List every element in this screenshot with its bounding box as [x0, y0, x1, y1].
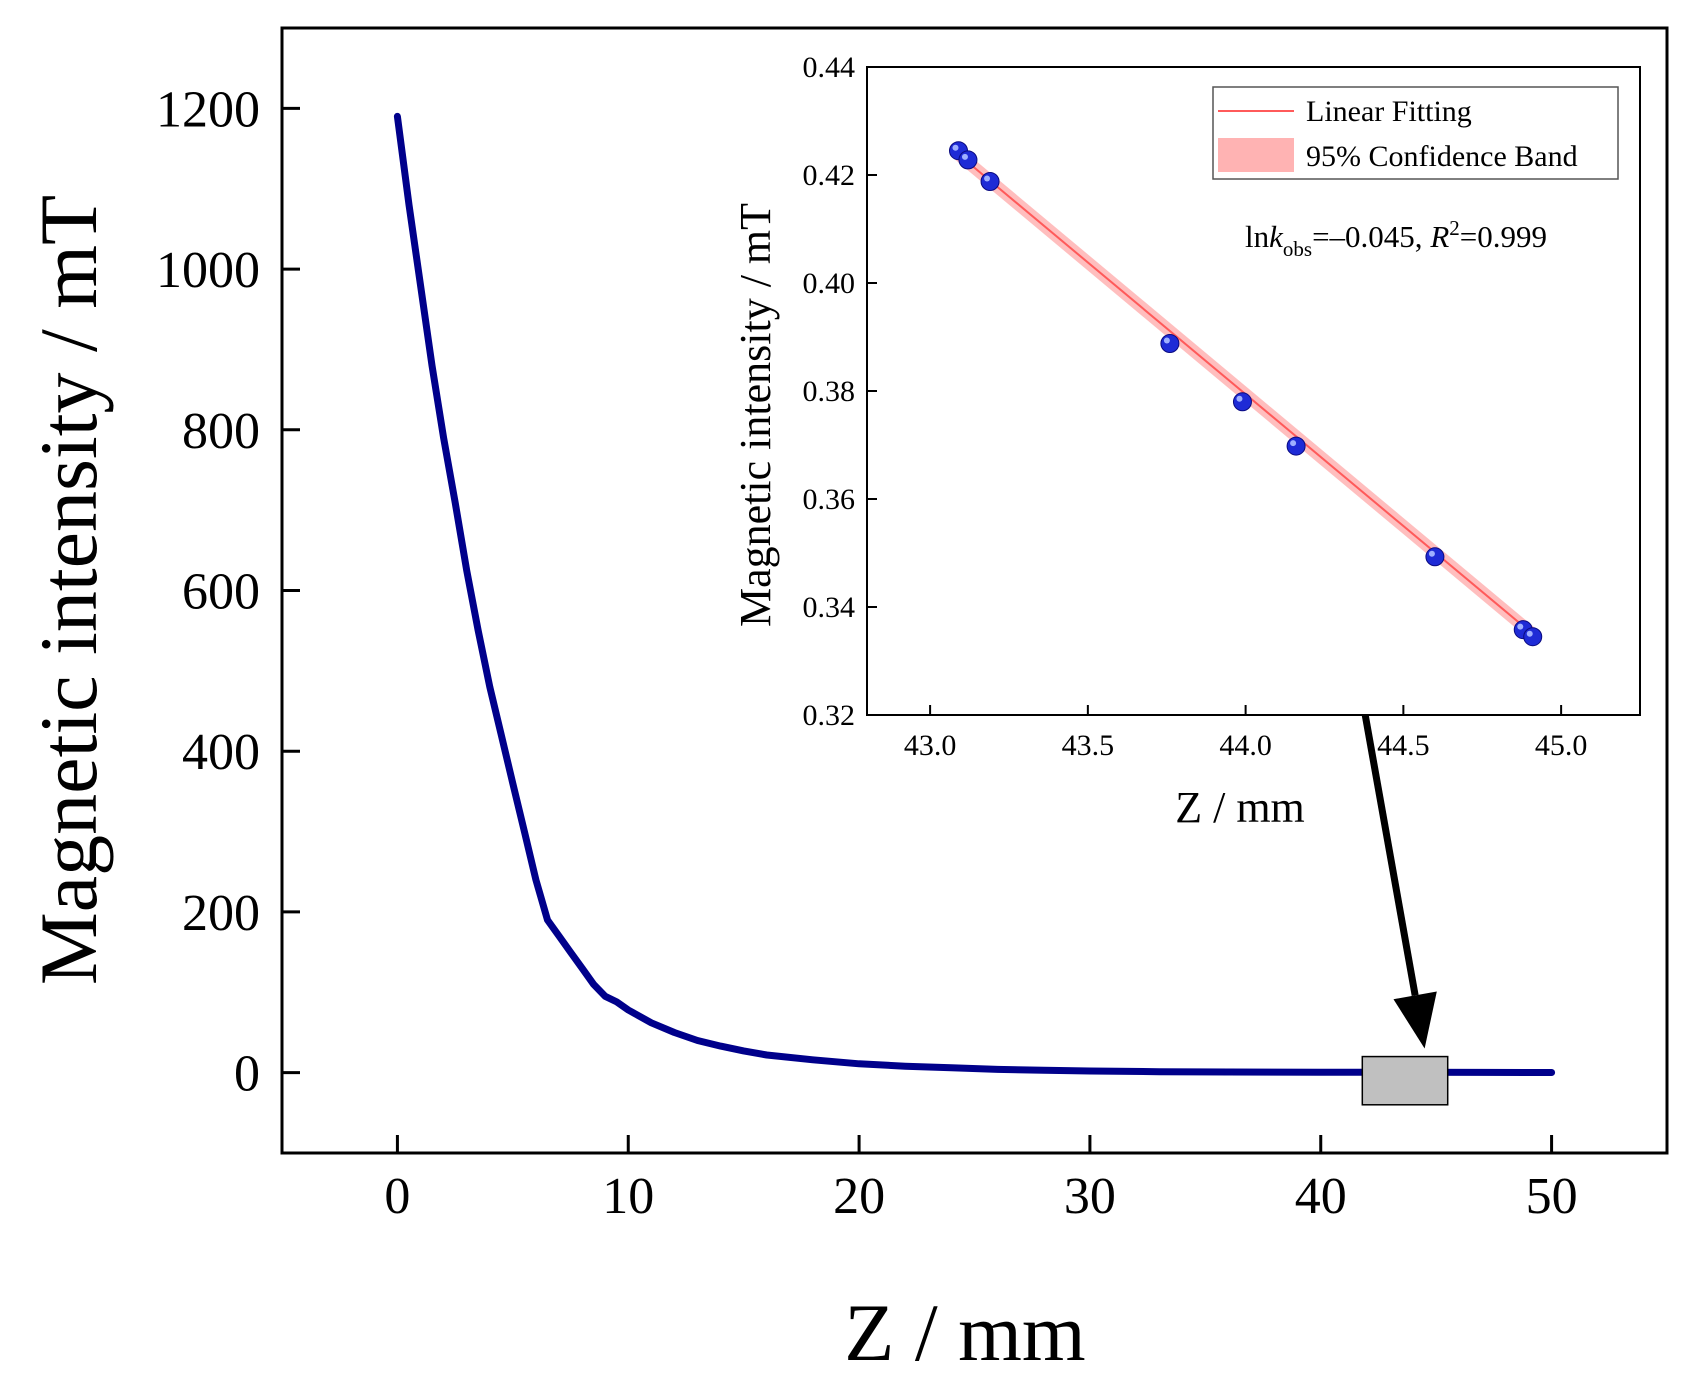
- main-series-layer: [393, 112, 1556, 1076]
- inset-y-axis-label: Magnetic intensity / mT: [731, 203, 780, 627]
- main-y-axis-label: Magnetic intensity / mT: [23, 195, 114, 985]
- main-chart: 0 10 20 30 40 50 0 200 400 600 800 1000 1200 Z / mm…: [23, 26, 1669, 1378]
- legend-band-swatch: [1218, 138, 1294, 172]
- annotation-r-exponent: 2: [1449, 216, 1460, 240]
- main-x-tick-label: 0: [384, 1168, 410, 1225]
- annotation-ln: ln: [1245, 219, 1270, 254]
- main-x-tick-label: 40: [1295, 1168, 1347, 1225]
- inset-y-tick-label: 0.36: [803, 483, 856, 516]
- inset-data-point-highlight: [1290, 440, 1297, 447]
- legend-fit-label: Linear Fitting: [1306, 95, 1472, 128]
- main-y-tick-label: 800: [182, 403, 260, 460]
- annotation-r: R: [1429, 219, 1449, 254]
- main-x-ticks: 0 10 20 30 40 50: [384, 1135, 1578, 1225]
- main-x-tick-label: 30: [1064, 1168, 1116, 1225]
- main-series-line: [393, 112, 1556, 1076]
- inset-y-ticks: 0.32 0.34 0.36 0.38 0.40 0.42 0.44: [803, 51, 877, 732]
- inset-data-point-highlight: [984, 175, 991, 182]
- main-x-tick-label: 50: [1526, 1168, 1578, 1225]
- inset-x-ticks: 43.0 43.5 44.0 44.5 45.0: [904, 705, 1588, 762]
- pointer-arrow-head: [1393, 991, 1437, 1049]
- inset-data-point: [1160, 333, 1180, 353]
- inset-data-point: [1425, 547, 1445, 567]
- inset-x-tick-label: 43.5: [1062, 729, 1115, 762]
- inset-data-point: [958, 150, 978, 170]
- inset-x-tick-label: 45.0: [1535, 729, 1588, 762]
- main-y-tick-label: 600: [182, 564, 260, 621]
- inset-data-point-highlight: [1517, 623, 1524, 630]
- inset-x-axis-label: Z / mm: [1175, 783, 1305, 832]
- inset-y-tick-label: 0.38: [803, 375, 856, 408]
- zoom-region-box: [1361, 1055, 1449, 1106]
- inset-y-tick-label: 0.44: [803, 51, 856, 84]
- inset-points-layer: [948, 141, 1543, 647]
- inset-y-tick-label: 0.34: [803, 591, 856, 624]
- legend-band-label: 95% Confidence Band: [1306, 140, 1578, 173]
- inset-y-tick-label: 0.40: [803, 267, 856, 300]
- inset-data-point-highlight: [1526, 630, 1533, 637]
- main-y-tick-label: 1200: [156, 81, 260, 138]
- inset-data-point-highlight: [952, 144, 959, 151]
- inset-data-point-highlight: [961, 153, 968, 160]
- inset-data-point: [1286, 436, 1306, 456]
- inset-chart: 43.0 43.5 44.0 44.5 45.0 0.32 0.34 0.36 0.38 0.4…: [731, 51, 1641, 832]
- annotation-obs: obs: [1283, 237, 1312, 261]
- main-x-axis-label: Z / mm: [844, 1287, 1085, 1378]
- main-y-tick-label: 400: [182, 724, 260, 781]
- inset-data-point-highlight: [1236, 395, 1243, 402]
- annotation-k: k: [1269, 219, 1284, 254]
- inset-data-point-highlight: [1428, 550, 1435, 557]
- inset-x-tick-label: 44.0: [1219, 729, 1272, 762]
- main-y-tick-label: 1000: [156, 242, 260, 299]
- inset-data-point: [1523, 627, 1543, 647]
- main-y-ticks: 0 200 400 600 800 1000 1200: [156, 81, 300, 1103]
- inset-x-tick-label: 43.0: [904, 729, 957, 762]
- inset-x-tick-label: 44.5: [1377, 729, 1430, 762]
- annotation-slope: =–0.045,: [1312, 219, 1430, 254]
- inset-fit-annotation: lnkobs=–0.045, R2=0.999: [1245, 216, 1547, 261]
- inset-data-point-highlight: [1163, 337, 1170, 344]
- main-y-tick-label: 200: [182, 885, 260, 942]
- inset-y-tick-label: 0.32: [803, 699, 856, 732]
- main-x-tick-label: 10: [602, 1168, 654, 1225]
- annotation-r2-value: =0.999: [1460, 219, 1547, 254]
- main-x-tick-label: 20: [833, 1168, 885, 1225]
- inset-legend: Linear Fitting 95% Confidence Band: [1212, 86, 1619, 180]
- inset-data-point: [980, 171, 1000, 191]
- inset-data-point: [1232, 392, 1252, 412]
- main-y-tick-label: 0: [234, 1046, 260, 1103]
- inset-y-tick-label: 0.42: [803, 159, 856, 192]
